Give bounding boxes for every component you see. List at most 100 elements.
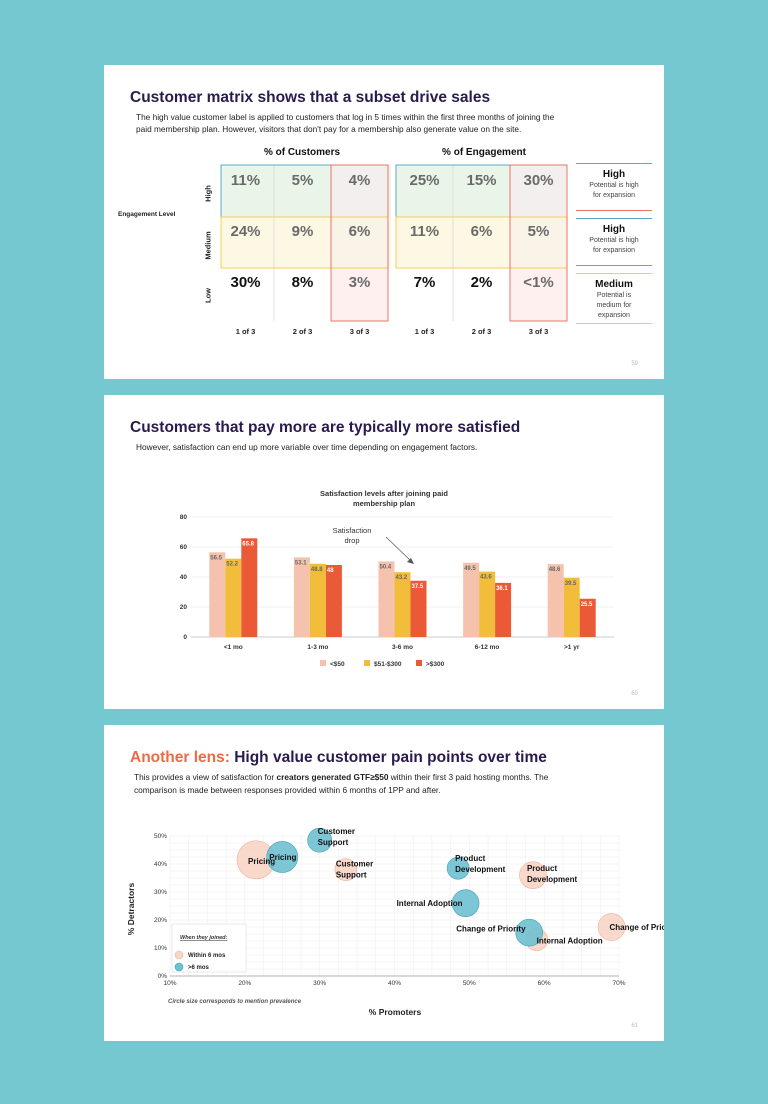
engagement-medium-2: 6% (470, 223, 493, 240)
bar-value-label: 52.2 (226, 562, 238, 568)
title-rest: High value customer pain points over tim… (229, 749, 547, 766)
x-tick-label: 10% (163, 980, 176, 987)
subtitle-pre: This provides a view of satisfaction for (134, 772, 277, 782)
bar-value-label: 25.5 (581, 602, 593, 608)
engagement-low-3: <1% (523, 274, 554, 291)
bar (325, 565, 342, 637)
bar (579, 598, 596, 637)
customers-low-3: 3% (348, 274, 371, 291)
bubble-label: Pricing (248, 857, 275, 866)
x-category-label: 6-12 mo (475, 644, 500, 651)
bar (410, 580, 427, 637)
x-tick-label: 30% (313, 980, 326, 987)
subtitle-post: within their first 3 paid hosting months… (388, 772, 549, 782)
bar (394, 572, 411, 637)
bubble (451, 889, 480, 917)
engagement-level-label: Engagement Level (118, 211, 176, 218)
slide-subtitle-line1: The high value customer label is applied… (136, 112, 555, 122)
customers-high-2: 5% (291, 172, 314, 189)
legend-title: When they joined: (180, 935, 228, 941)
legend-label: $51-$300 (374, 661, 402, 668)
slide-title: Customers that pay more are typically mo… (130, 419, 521, 436)
engagement-low-2: 2% (470, 274, 493, 291)
bar-value-label: 48.6 (549, 567, 561, 573)
bar-value-label: 36.1 (496, 586, 508, 592)
legend-desc: medium for (596, 302, 632, 309)
bar-value-label: 48 (327, 568, 334, 574)
y-tick-label: 40 (180, 574, 188, 581)
bar (479, 571, 496, 637)
bar (495, 582, 512, 637)
x-category-label: 1-3 mo (307, 644, 328, 651)
legend-desc: for expansion (592, 247, 636, 254)
x-tick-label: 40% (388, 980, 401, 987)
annotation-line1: Satisfaction (333, 526, 372, 535)
bar (547, 564, 564, 637)
bar (293, 557, 310, 637)
x-tick-label: 50% (463, 980, 476, 987)
bar-value-label: 39.5 (565, 581, 577, 587)
col-label: 2 of 3 (471, 327, 492, 336)
slide-subtitle: However, satisfaction can end up more va… (136, 442, 478, 452)
bar-value-label: 48.8 (311, 567, 323, 573)
legend-desc: expansion (598, 312, 630, 319)
bubble-label: Product Development (527, 864, 578, 884)
slide-satisfaction: Customers that pay more are typically mo… (104, 395, 664, 709)
col-label: 1 of 3 (414, 327, 435, 336)
x-category-label: 3-6 mo (392, 644, 413, 651)
customers-low-2: 8% (291, 274, 314, 291)
legend-title: High (602, 169, 626, 180)
engagement-high-3: 30% (523, 172, 554, 189)
y-tick-label: 40% (154, 861, 167, 868)
col-label: 3 of 3 (349, 327, 370, 336)
bar-value-label: 53.1 (295, 560, 307, 566)
engagement-low-1: 7% (413, 274, 436, 291)
y-tick-label: 20% (154, 917, 167, 924)
y-tick-label: 10% (154, 945, 167, 952)
bubble (519, 861, 547, 889)
bubble-label: Change of Priority (456, 925, 526, 934)
bubble (334, 858, 358, 881)
bar (463, 562, 480, 637)
y-tick-label: 60 (180, 544, 188, 551)
bubble (307, 827, 333, 853)
y-tick-label: 50% (154, 833, 167, 840)
customers-medium-1: 24% (230, 223, 261, 240)
bar-value-label: 49.5 (464, 566, 476, 572)
x-tick-label: 70% (612, 980, 625, 987)
bubble-label: Customer Support (336, 860, 373, 880)
legend-desc: Potential is (596, 292, 632, 299)
bar (309, 563, 326, 637)
bubble (446, 856, 470, 880)
bubble-footnote: Circle size corresponds to mention preva… (168, 999, 302, 1005)
page-number: 61 (631, 1023, 638, 1029)
legend-desc: Potential is high (589, 237, 639, 244)
legend-title: High (602, 224, 626, 235)
legend-high-red: High Potential is high for expansion (576, 164, 652, 210)
bar (225, 558, 242, 637)
slide-customer-matrix: Customer matrix shows that a subset driv… (104, 65, 664, 379)
page-number: 60 (631, 691, 638, 697)
annotation-arrow (385, 536, 414, 564)
slide-pain-points: Another lens: High value customer pain p… (104, 725, 664, 1041)
bubble-label: Product Development (455, 854, 506, 874)
bubble (515, 918, 543, 947)
customers-medium-2: 9% (291, 223, 314, 240)
annotation-line2: drop (344, 536, 359, 545)
slide-title: Customer matrix shows that a subset driv… (130, 89, 491, 106)
bubble-label: Change of Priority (610, 923, 664, 932)
y-tick-label: 80 (180, 514, 188, 521)
col-label: 3 of 3 (528, 327, 549, 336)
bubble-label: Customer Support (318, 827, 355, 847)
bar (241, 538, 258, 637)
bubble-label: Internal Adoption (537, 937, 603, 946)
slide-subtitle-line2: paid membership plan. However, visitors … (136, 124, 522, 134)
legend-title: Medium (595, 279, 633, 290)
legend-label: <$50 (330, 661, 345, 668)
bar-value-label: 43.2 (396, 575, 408, 581)
bubble (597, 913, 626, 941)
y-axis-title: % Detractors (126, 883, 136, 936)
legend-swatch (320, 660, 326, 666)
x-category-label: <1 mo (224, 644, 243, 651)
customers-high-3: 4% (348, 172, 371, 189)
